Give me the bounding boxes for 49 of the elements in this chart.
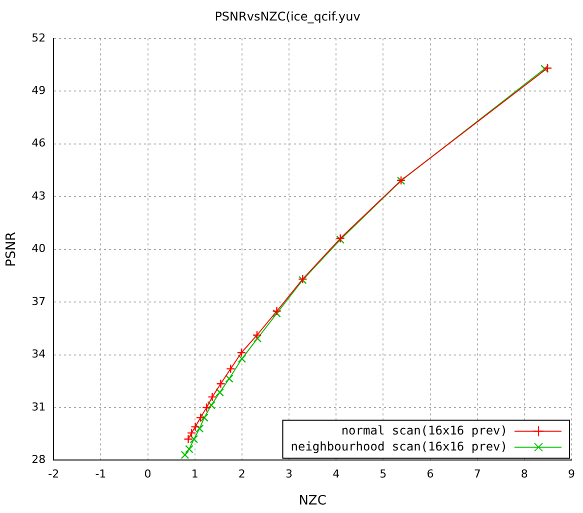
point: [253, 334, 262, 343]
point: [540, 64, 549, 73]
y-tick-label: 49: [32, 84, 46, 97]
point: [202, 402, 212, 412]
point: [200, 414, 208, 422]
point: [196, 413, 206, 422]
legend-label: neighbourhood scan(16x16 prev): [290, 439, 508, 454]
point: [195, 424, 204, 433]
x-tick-label: 7: [474, 468, 481, 481]
point: [225, 374, 234, 383]
x-tick-label: -2: [48, 468, 60, 481]
x-tick-label: 8: [520, 468, 528, 481]
x-tick-label: 1: [191, 468, 198, 481]
y-tick-label: 43: [32, 189, 46, 202]
x-tick-label: 5: [380, 468, 387, 481]
point: [216, 388, 224, 396]
point: [252, 330, 262, 340]
point: [216, 379, 226, 388]
y-tick-label: 52: [32, 31, 46, 44]
y-tick-label: 46: [32, 136, 46, 150]
x-tick-label: -1: [95, 468, 106, 481]
x-tick-label: 2: [238, 468, 246, 481]
point: [180, 450, 190, 460]
x-tick-label: 6: [426, 468, 434, 481]
chart-title: PSNRvsNZC(ice_qcif.yuv: [214, 9, 360, 24]
point: [207, 401, 216, 410]
point: [186, 428, 196, 438]
x-tick-label: 9: [568, 468, 575, 481]
x-axis-title: NZC: [298, 494, 326, 509]
y-tick-label: 37: [32, 294, 46, 308]
x-tick-label: 4: [332, 468, 340, 481]
point: [226, 364, 236, 374]
x-tick-label: 3: [286, 468, 293, 481]
point: [272, 306, 282, 316]
point: [208, 392, 217, 402]
y-tick-label: 34: [32, 348, 46, 361]
legend-label: normal scan(16x16 prev): [341, 423, 508, 438]
point: [542, 63, 552, 73]
point: [190, 422, 200, 432]
point: [272, 309, 281, 318]
x-tick-label: 0: [144, 468, 152, 481]
point: [190, 434, 198, 444]
y-tick-label: 28: [32, 453, 46, 466]
point: [184, 434, 193, 444]
y-tick-label: 31: [32, 400, 46, 414]
y-axis-title: PSNR: [4, 232, 20, 267]
y-tick-label: 40: [32, 242, 46, 256]
point: [236, 348, 246, 358]
point: [238, 354, 246, 363]
